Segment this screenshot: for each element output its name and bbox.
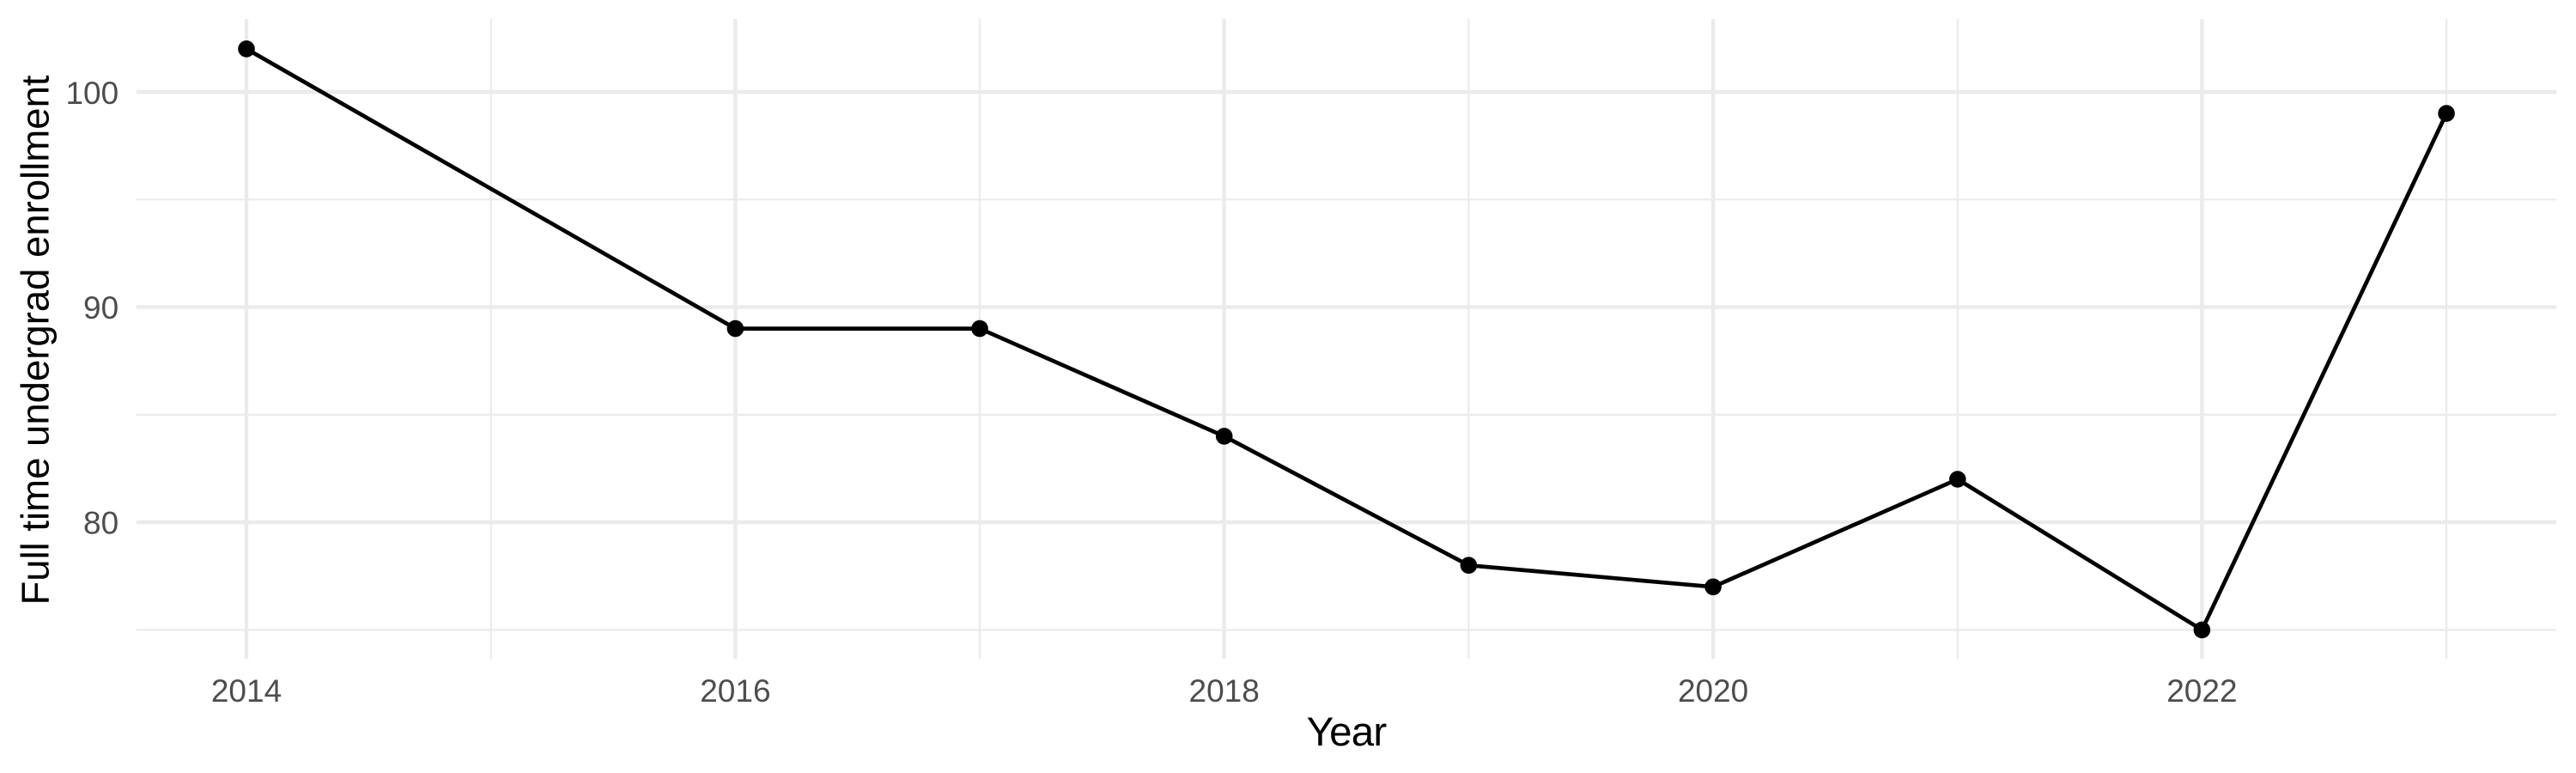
svg-text:80: 80	[83, 506, 118, 541]
svg-text:2018: 2018	[1189, 673, 1260, 709]
svg-text:2016: 2016	[700, 673, 770, 709]
svg-text:Year: Year	[1307, 709, 1388, 755]
svg-text:2020: 2020	[1678, 673, 1748, 709]
svg-text:90: 90	[83, 290, 118, 326]
svg-text:100: 100	[65, 76, 118, 111]
svg-text:Full time undergrad enrollment: Full time undergrad enrollment	[14, 75, 58, 605]
svg-text:2014: 2014	[211, 673, 282, 709]
svg-text:2022: 2022	[2166, 673, 2237, 709]
